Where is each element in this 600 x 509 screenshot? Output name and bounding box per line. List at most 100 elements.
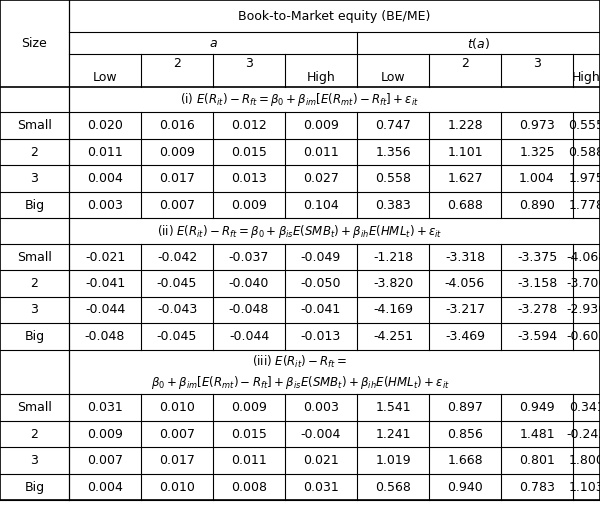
Text: High: High	[307, 71, 335, 84]
Text: 0.003: 0.003	[87, 199, 123, 212]
Text: 2: 2	[31, 277, 38, 290]
Text: 0.011: 0.011	[231, 454, 267, 467]
Text: 1.004: 1.004	[519, 172, 555, 185]
Text: Big: Big	[25, 480, 44, 494]
Text: Big: Big	[25, 199, 44, 212]
Text: -0.043: -0.043	[157, 303, 197, 317]
Text: 0.011: 0.011	[303, 146, 339, 159]
Text: $a$: $a$	[209, 37, 217, 49]
Text: 0.020: 0.020	[87, 119, 123, 132]
Text: (iii) $E(R_{it}) - R_{ft} =$: (iii) $E(R_{it}) - R_{ft} =$	[253, 354, 347, 370]
Text: -4.251: -4.251	[373, 330, 413, 343]
Text: $t(a)$: $t(a)$	[467, 36, 490, 50]
Text: -0.042: -0.042	[157, 250, 197, 264]
Text: 0.009: 0.009	[303, 119, 339, 132]
Text: 0.031: 0.031	[303, 480, 339, 494]
Text: Small: Small	[17, 119, 52, 132]
Text: High: High	[572, 71, 600, 84]
Text: Small: Small	[17, 401, 52, 414]
Text: 1.481: 1.481	[519, 428, 555, 441]
Text: 0.890: 0.890	[519, 199, 555, 212]
Text: -0.044: -0.044	[85, 303, 125, 317]
Text: 2: 2	[461, 56, 469, 70]
Text: 0.003: 0.003	[303, 401, 339, 414]
Text: Size: Size	[22, 37, 47, 50]
Text: -4.056: -4.056	[445, 277, 485, 290]
Text: 0.949: 0.949	[519, 401, 555, 414]
Text: 0.021: 0.021	[303, 454, 339, 467]
Text: Small: Small	[17, 250, 52, 264]
Text: 0.688: 0.688	[447, 199, 483, 212]
Text: -0.021: -0.021	[85, 250, 125, 264]
Text: -3.706: -3.706	[566, 277, 600, 290]
Text: (i) $E(R_{it}) - R_{ft} = \beta_0 + \beta_{im}[E(R_{mt}) - R_{ft}] + \varepsilon: (i) $E(R_{it}) - R_{ft} = \beta_0 + \bet…	[181, 91, 419, 108]
Text: 0.004: 0.004	[87, 172, 123, 185]
Text: 1.800: 1.800	[569, 454, 600, 467]
Text: -0.045: -0.045	[157, 277, 197, 290]
Text: 0.009: 0.009	[231, 199, 267, 212]
Text: -3.594: -3.594	[517, 330, 557, 343]
Text: 2: 2	[31, 428, 38, 441]
Text: -0.049: -0.049	[301, 250, 341, 264]
Text: -3.278: -3.278	[517, 303, 557, 317]
Text: -4.169: -4.169	[373, 303, 413, 317]
Text: -0.044: -0.044	[229, 330, 269, 343]
Text: -0.040: -0.040	[229, 277, 269, 290]
Text: 1.975: 1.975	[569, 172, 600, 185]
Text: 0.588: 0.588	[569, 146, 600, 159]
Text: 0.973: 0.973	[519, 119, 555, 132]
Text: 0.017: 0.017	[159, 172, 195, 185]
Text: 3: 3	[533, 56, 541, 70]
Text: -1.218: -1.218	[373, 250, 413, 264]
Text: 0.008: 0.008	[231, 480, 267, 494]
Text: 0.016: 0.016	[159, 119, 195, 132]
Text: 1.778: 1.778	[569, 199, 600, 212]
Text: Low: Low	[92, 71, 118, 84]
Text: 0.568: 0.568	[375, 480, 411, 494]
Text: 0.558: 0.558	[375, 172, 411, 185]
Text: $\beta_0 + \beta_{im}[E(R_{mt}) - R_{ft}] + \beta_{is}E(SMB_t) + \beta_{ih}E(HML: $\beta_0 + \beta_{im}[E(R_{mt}) - R_{ft}…	[151, 374, 449, 391]
Text: -3.158: -3.158	[517, 277, 557, 290]
Text: -3.820: -3.820	[373, 277, 413, 290]
Text: Low: Low	[380, 71, 406, 84]
Text: 3: 3	[245, 56, 253, 70]
Text: 1.101: 1.101	[447, 146, 483, 159]
Text: 3: 3	[31, 303, 38, 317]
Text: 0.015: 0.015	[231, 146, 267, 159]
Text: -2.930: -2.930	[566, 303, 600, 317]
Text: -0.041: -0.041	[85, 277, 125, 290]
Text: -0.048: -0.048	[85, 330, 125, 343]
Text: -3.375: -3.375	[517, 250, 557, 264]
Text: 1.325: 1.325	[519, 146, 555, 159]
Text: 0.009: 0.009	[159, 146, 195, 159]
Text: -0.041: -0.041	[301, 303, 341, 317]
Text: 0.783: 0.783	[519, 480, 555, 494]
Text: 0.010: 0.010	[159, 401, 195, 414]
Text: 0.341: 0.341	[569, 401, 600, 414]
Text: 1.019: 1.019	[375, 454, 411, 467]
Text: 0.007: 0.007	[87, 454, 123, 467]
Text: 1.103: 1.103	[569, 480, 600, 494]
Text: 1.228: 1.228	[447, 119, 483, 132]
Text: 0.007: 0.007	[159, 428, 195, 441]
Text: Book-to-Market equity (BE/ME): Book-to-Market equity (BE/ME)	[238, 10, 431, 22]
Text: 0.555: 0.555	[569, 119, 600, 132]
Text: 1.541: 1.541	[375, 401, 411, 414]
Text: 0.856: 0.856	[447, 428, 483, 441]
Text: 1.356: 1.356	[375, 146, 411, 159]
Text: 0.801: 0.801	[519, 454, 555, 467]
Text: 0.011: 0.011	[87, 146, 123, 159]
Text: -0.045: -0.045	[157, 330, 197, 343]
Text: -3.217: -3.217	[445, 303, 485, 317]
Text: Big: Big	[25, 330, 44, 343]
Text: 0.013: 0.013	[231, 172, 267, 185]
Text: 1.627: 1.627	[447, 172, 483, 185]
Text: 0.009: 0.009	[87, 428, 123, 441]
Text: 0.017: 0.017	[159, 454, 195, 467]
Text: -0.004: -0.004	[301, 428, 341, 441]
Text: -3.469: -3.469	[445, 330, 485, 343]
Text: 0.009: 0.009	[231, 401, 267, 414]
Text: 0.012: 0.012	[231, 119, 267, 132]
Text: -0.013: -0.013	[301, 330, 341, 343]
Text: -0.048: -0.048	[229, 303, 269, 317]
